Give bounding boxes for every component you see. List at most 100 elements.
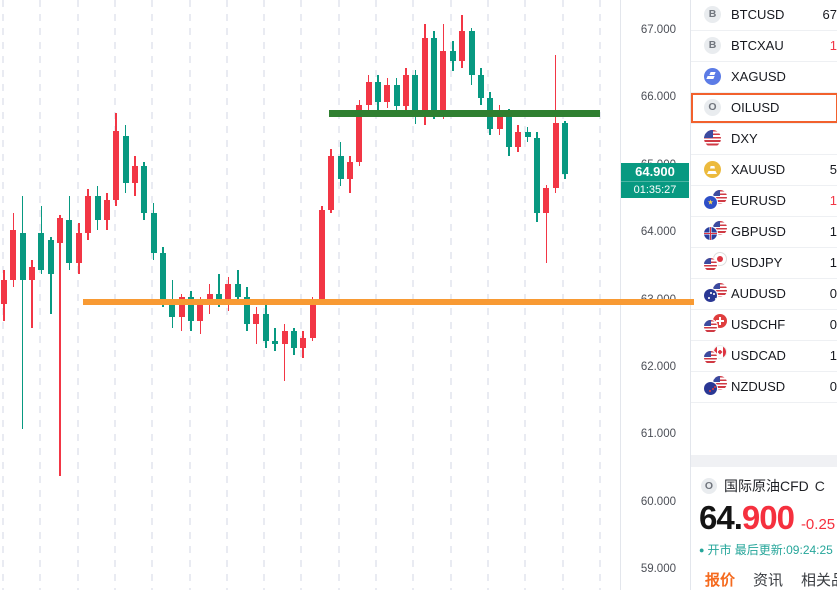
price-partial: 1 — [829, 38, 837, 53]
usflag-icon — [704, 130, 721, 147]
watchlist-row-eurusd[interactable]: EURUSD 1 — [691, 186, 837, 217]
candle-body — [431, 37, 438, 114]
uk-flag-icon — [703, 226, 718, 241]
instrument-header[interactable]: O 国际原油CFD C — [701, 476, 837, 494]
instrument-name-suffix: C — [814, 478, 825, 494]
candle-body — [234, 283, 241, 298]
axis-tick-label: 62.000 — [640, 361, 676, 373]
candle-body — [122, 135, 129, 183]
last-price: 64.900 — [635, 164, 675, 179]
instrument-name: 国际原油CFD — [724, 478, 809, 494]
detail-tabs: 报价资讯相关品 — [705, 569, 837, 590]
vertical-gridline — [375, 0, 377, 590]
candle-wick — [31, 260, 33, 328]
candle-body — [533, 137, 540, 213]
xauusd-icon — [703, 159, 729, 181]
watchlist-row-gbpusd[interactable]: GBPUSD 1 — [691, 217, 837, 248]
candle-wick — [283, 324, 286, 382]
candle-body — [272, 341, 279, 345]
watchlist-row-audusd[interactable]: AUDUSD 0 — [691, 279, 837, 310]
market-open-dot: ● — [699, 545, 705, 555]
candle-body — [244, 297, 251, 325]
price-partial: 0 — [829, 379, 837, 394]
tab-相关品[interactable]: 相关品 — [801, 572, 837, 589]
candle-body — [57, 218, 64, 244]
watchlist-row-btcxau[interactable]: B BTCXAU 1 — [691, 31, 837, 62]
candle-body — [328, 155, 335, 211]
candle-body — [421, 37, 428, 118]
candle-body — [365, 81, 372, 106]
watchlist-row-dxy[interactable]: DXY — [691, 124, 837, 155]
letter-icon: B — [704, 37, 721, 54]
vertical-gridline — [39, 0, 42, 590]
symbol-label: DXY — [731, 131, 758, 146]
price-partial: 0 — [829, 317, 837, 332]
symbol-label: XAUUSD — [731, 162, 786, 177]
candle-body — [356, 105, 363, 163]
watchlist-row-xagusd[interactable]: XAGUSD — [691, 62, 837, 93]
candle-body — [38, 233, 45, 271]
market-status: ● 开市 最后更新:09:24:25 — [699, 541, 833, 558]
tab-资讯[interactable]: 资讯 — [753, 572, 784, 589]
candle-body — [150, 213, 157, 254]
candle-body — [225, 283, 232, 301]
symbol-label: USDCAD — [731, 348, 786, 363]
symbol-label: BTCXAU — [731, 38, 784, 53]
candle-body — [496, 111, 503, 129]
price-axis[interactable]: 67.00066.00065.00064.00063.00062.00061.0… — [620, 0, 691, 590]
candle-body — [178, 297, 185, 318]
candle-body — [66, 219, 73, 264]
candle-body — [19, 233, 26, 281]
candle-body — [552, 123, 559, 188]
vertical-gridline — [524, 0, 527, 590]
letter-icon: O — [704, 99, 721, 116]
candle-wick — [274, 327, 276, 352]
watchlist-row-usdchf[interactable]: USDCHF 0 — [691, 310, 837, 341]
price-decimals: 900 — [741, 499, 795, 536]
candle-body — [309, 300, 316, 338]
candle-wick — [545, 184, 548, 263]
tab-报价[interactable]: 报价 — [705, 572, 736, 589]
btcxau-letter-icon: B — [703, 35, 729, 57]
candle-body — [440, 51, 447, 114]
watchlist-row-nzdusd[interactable]: NZDUSD 0 — [691, 372, 837, 403]
price-integer: 64. — [699, 499, 743, 536]
instrument-detail-panel: O 国际原油CFD C 64.900 -0.25 ● 开市 最后更新:09:24:25 … — [690, 403, 837, 590]
axis-tick-label: 61.000 — [640, 428, 676, 441]
axis-tick-label: 60.000 — [640, 495, 676, 508]
usdcad-pair-flag-icon — [703, 345, 729, 367]
support-line[interactable] — [83, 299, 694, 305]
panel-divider — [691, 455, 837, 467]
candle-body — [206, 293, 213, 304]
candle-body — [562, 123, 568, 174]
candle-body — [543, 188, 550, 213]
price-partial: 5 — [829, 162, 837, 177]
candle-body — [169, 300, 176, 318]
price-partial: 1 — [829, 224, 837, 239]
axis-tick-label: 66.000 — [640, 91, 676, 104]
watchlist-row-usdcad[interactable]: USDCAD 1 — [691, 341, 837, 372]
price-partial: 1 — [829, 193, 837, 208]
watchlist-row-usdjpy[interactable]: USDJPY 1 — [691, 248, 837, 279]
vertical-gridline — [188, 0, 191, 590]
usdjpy-pair-flag-icon — [703, 252, 729, 274]
symbol-label: USDJPY — [731, 255, 783, 270]
vertical-gridline — [151, 0, 154, 590]
oil-icon: O — [701, 478, 717, 494]
us-flag-icon — [703, 350, 718, 365]
eurusd-pair-flag-icon — [703, 190, 729, 212]
vertical-gridline — [76, 0, 79, 590]
vertical-gridline — [449, 0, 452, 590]
resistance-line[interactable] — [329, 110, 600, 117]
candle-body — [103, 199, 110, 220]
watchlist-row-oilusd[interactable]: O OILUSD — [691, 93, 837, 124]
candle-body — [459, 31, 466, 62]
candle-body — [524, 132, 531, 138]
vertical-gridline — [113, 0, 116, 590]
watchlist-row-xauusd[interactable]: XAUUSD 5 — [691, 155, 837, 186]
price-chart[interactable] — [0, 0, 620, 590]
watchlist-row-btcusd[interactable]: B BTCUSD 67 — [691, 0, 837, 31]
symbol-label: BTCUSD — [731, 7, 785, 22]
axis-tick-label: 64.000 — [640, 226, 676, 239]
candle-body — [290, 330, 297, 348]
